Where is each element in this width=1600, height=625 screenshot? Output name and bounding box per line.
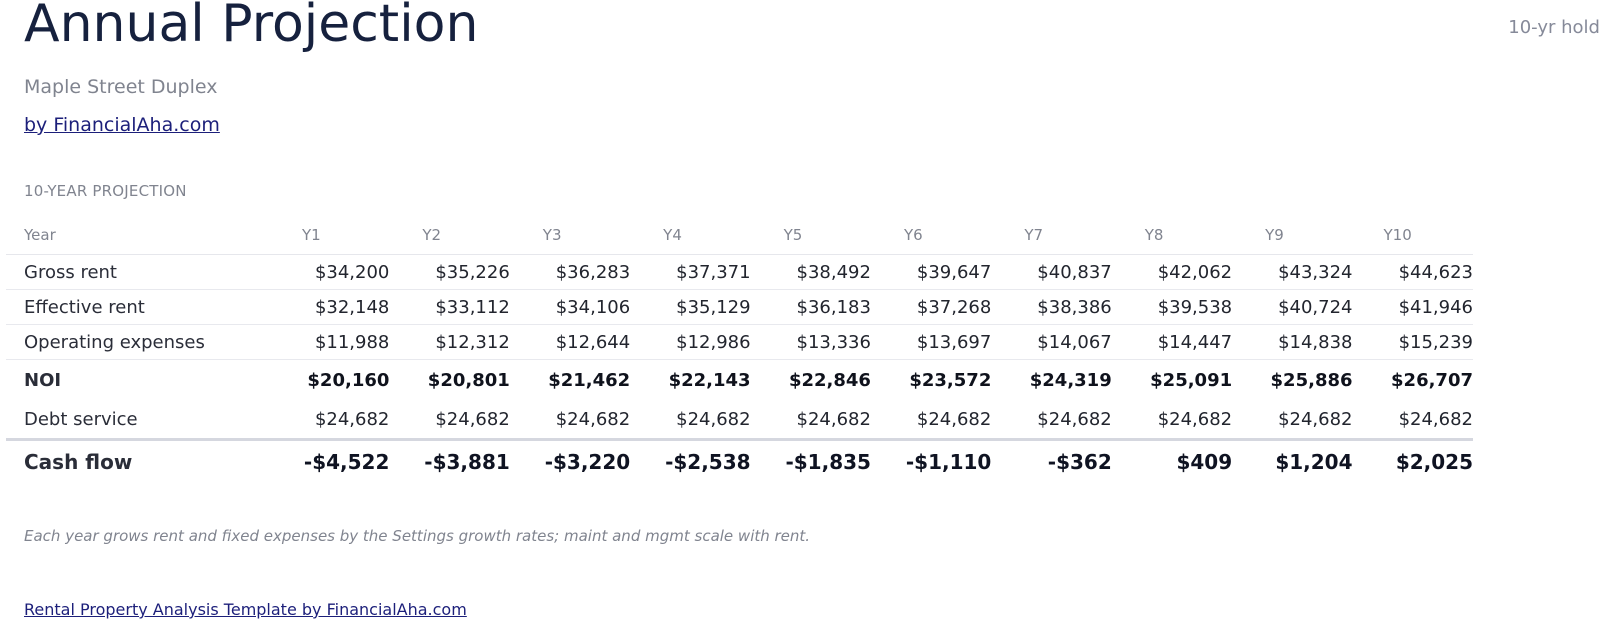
column-header: Y5 (750, 216, 871, 255)
cell-value: $38,492 (750, 254, 871, 290)
cell-value: $13,336 (750, 324, 871, 360)
column-header: Y2 (389, 216, 510, 255)
column-header: Y7 (991, 216, 1112, 255)
cell-value: -$2,538 (665, 450, 751, 474)
cell-value: $24,682 (1111, 400, 1233, 441)
cell-value: $26,707 (1352, 359, 1473, 400)
column-header: Y10 (1352, 216, 1473, 255)
cell-value: $36,283 (509, 254, 631, 290)
cell-value: $40,837 (991, 254, 1112, 290)
property-name: Maple Street Duplex (24, 76, 218, 98)
row-label: Effective rent (6, 289, 269, 325)
cell-value: $23,572 (870, 359, 992, 400)
cell-value: $24,682 (630, 400, 751, 441)
cell-value: $34,200 (269, 254, 390, 290)
cell-value: $24,682 (1352, 400, 1473, 441)
cell-value: -$3,881 (424, 450, 510, 474)
cell-value: $12,312 (389, 324, 510, 360)
cell-value: $24,682 (870, 400, 992, 441)
cell-value: $21,462 (509, 359, 631, 400)
cell-value: $409 (1176, 450, 1233, 474)
row-gross-rent: Gross rent $34,200 $35,226 $36,283 $37,3… (6, 254, 1473, 290)
row-label: Operating expenses (6, 324, 269, 360)
row-label: Cash flow (24, 450, 133, 474)
cell-value: $14,447 (1111, 324, 1233, 360)
column-header: Year (6, 216, 269, 255)
hold-period-label: 10-yr hold (1508, 17, 1600, 38)
footer-link[interactable]: Rental Property Analysis Template by Fin… (24, 600, 467, 619)
cell-value: $14,838 (1232, 324, 1353, 360)
cell-value: -$4,522 (303, 450, 390, 474)
cell-value: $20,160 (269, 359, 390, 400)
cell-value: $34,106 (509, 289, 631, 325)
row-operating-expenses: Operating expenses $11,988 $12,312 $12,6… (6, 324, 1473, 360)
cell-value: $35,129 (630, 289, 751, 325)
row-noi: NOI $20,160 $20,801 $21,462 $22,143 $22,… (6, 359, 1473, 400)
cell-value: $24,319 (991, 359, 1112, 400)
cell-value: $44,623 (1352, 254, 1473, 290)
cell-value: $24,682 (269, 400, 390, 441)
cell-value: $24,682 (389, 400, 510, 441)
projection-note: Each year grows rent and fixed expenses … (24, 527, 811, 545)
row-debt-service: Debt service $24,682 $24,682 $24,682 $24… (6, 400, 1473, 441)
byline-link[interactable]: by FinancialAha.com (24, 114, 220, 136)
section-label: 10-YEAR PROJECTION (24, 182, 187, 200)
cell-value: -$1,835 (785, 450, 871, 474)
cell-value: $24,682 (750, 400, 871, 441)
cell-value: $32,148 (269, 289, 390, 325)
column-header: Y3 (509, 216, 631, 255)
cell-value: $24,682 (509, 400, 631, 441)
cell-value: $37,371 (630, 254, 751, 290)
column-header: Y6 (870, 216, 992, 255)
cell-value: $43,324 (1232, 254, 1353, 290)
cell-value: $41,946 (1352, 289, 1473, 325)
cell-value: $14,067 (991, 324, 1112, 360)
cell-value: $35,226 (389, 254, 510, 290)
cell-value: -$1,110 (905, 450, 992, 474)
cell-value: $1,204 (1275, 450, 1353, 474)
cell-value: $40,724 (1232, 289, 1353, 325)
cell-value: $24,682 (991, 400, 1112, 441)
cell-value: $22,143 (630, 359, 751, 400)
page-title: Annual Projection (24, 0, 479, 54)
cell-value: -$3,220 (544, 450, 631, 474)
cell-value: $20,801 (389, 359, 510, 400)
row-label: Debt service (6, 400, 269, 441)
cell-value: $2,025 (1395, 450, 1473, 474)
cell-value: $37,268 (870, 289, 992, 325)
row-label: NOI (6, 359, 269, 400)
column-header: Y8 (1111, 216, 1233, 255)
cell-value: $13,697 (870, 324, 992, 360)
row-label: Gross rent (6, 254, 269, 290)
column-header: Y1 (269, 216, 390, 255)
cell-value: $36,183 (750, 289, 871, 325)
cell-value: $42,062 (1111, 254, 1233, 290)
cell-value: $24,682 (1232, 400, 1353, 441)
projection-table: Year Y1 Y2 Y3 Y4 Y5 Y6 Y7 Y8 Y9 Y10 Gros… (6, 216, 1473, 483)
cell-value: $12,644 (509, 324, 631, 360)
cell-value: $12,986 (630, 324, 751, 360)
column-header: Y4 (630, 216, 751, 255)
column-header: Y9 (1232, 216, 1353, 255)
cell-value: $25,091 (1111, 359, 1233, 400)
cell-value: -$362 (1047, 450, 1112, 474)
table-header-row: Year Y1 Y2 Y3 Y4 Y5 Y6 Y7 Y8 Y9 Y10 (6, 216, 1473, 255)
cell-value: $39,647 (870, 254, 992, 290)
row-cash-flow: Cash flow -$4,522 -$3,881 -$3,220 -$2,53… (6, 440, 1473, 484)
cell-value: $22,846 (750, 359, 871, 400)
cell-value: $33,112 (389, 289, 510, 325)
cell-value: $11,988 (269, 324, 390, 360)
cell-value: $38,386 (991, 289, 1112, 325)
cell-value: $15,239 (1352, 324, 1473, 360)
cell-value: $25,886 (1232, 359, 1353, 400)
cell-value: $39,538 (1111, 289, 1233, 325)
row-effective-rent: Effective rent $32,148 $33,112 $34,106 $… (6, 289, 1473, 325)
